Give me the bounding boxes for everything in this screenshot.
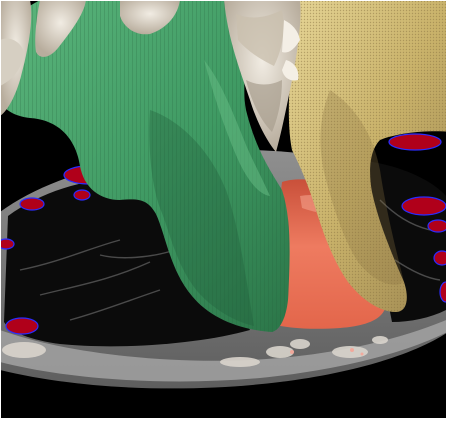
ct-slice-rim — [0, 318, 451, 382]
yellow-structure-shadow — [320, 90, 404, 285]
bone-upper-center — [35, 0, 180, 57]
lung-vessel-lines — [19, 199, 441, 321]
bottom-white-band — [0, 418, 451, 430]
spine-structure — [224, 0, 301, 152]
bone-upper-left — [0, 0, 32, 116]
right-white-band — [446, 0, 451, 430]
slice-bone-highlights — [290, 348, 364, 356]
green-structure-shadow — [149, 110, 254, 326]
yellow-structure-texture — [288, 0, 451, 312]
slice-bone-fragments — [2, 336, 388, 367]
green-structure-highlight — [204, 60, 270, 196]
